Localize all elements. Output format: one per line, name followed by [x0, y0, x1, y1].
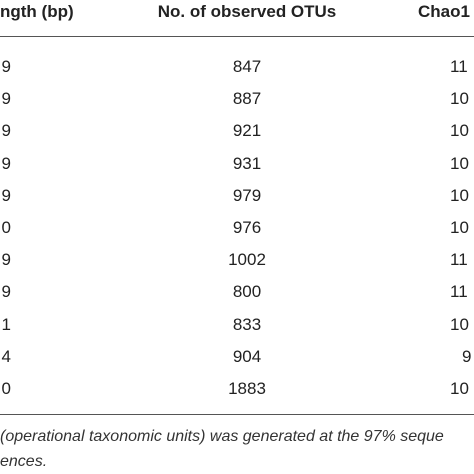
- table-cell: 1: [1, 314, 11, 334]
- table-cell: 11: [450, 250, 468, 270]
- rule: [0, 414, 474, 415]
- table-cell: 9: [1, 282, 11, 302]
- table-cell: 979: [232, 185, 262, 205]
- table-cell: 887: [232, 89, 262, 109]
- table-cell: 10: [450, 89, 469, 109]
- table-cell: 4: [1, 346, 11, 366]
- table-cell: 10: [450, 121, 469, 141]
- table-cell: 9: [462, 346, 472, 366]
- table-cell: 931: [232, 153, 262, 173]
- table-cell: 11: [450, 57, 468, 76]
- table-cell: 10: [450, 218, 469, 237]
- table-cell: 800: [232, 282, 262, 302]
- table-cell: 10: [450, 314, 469, 334]
- table-cell: 9: [1, 89, 11, 109]
- table-cell: 9: [1, 121, 11, 141]
- table-cell: 9: [1, 250, 11, 270]
- table-cell: 976: [232, 218, 262, 237]
- table-cell: 921: [232, 121, 262, 141]
- table-cell: 847: [232, 57, 262, 76]
- table-cell: 0: [1, 379, 11, 398]
- table-cell: 11: [450, 282, 468, 302]
- header-cell: ngth (bp): [0, 2, 74, 21]
- header-cell: No. of observed OTUs: [157, 2, 337, 21]
- footnote: (operational taxonomic units) was genera…: [0, 428, 444, 445]
- table-cell: 9: [1, 153, 11, 173]
- table-cell: 9: [1, 185, 11, 205]
- header-cell: Chao1: [418, 2, 470, 21]
- table-cell: 0: [1, 218, 11, 237]
- table-cell: 9: [1, 57, 11, 76]
- rule: [0, 36, 474, 37]
- footnote: ences.: [0, 453, 48, 470]
- table-cell: 10: [450, 379, 469, 398]
- table-cell: 904: [232, 346, 262, 366]
- table-cell: 10: [450, 185, 469, 205]
- table-cell: 10: [450, 153, 469, 173]
- table-cell: 1883: [228, 379, 266, 398]
- table-cell: 1002: [228, 250, 266, 270]
- table-cell: 833: [232, 314, 262, 334]
